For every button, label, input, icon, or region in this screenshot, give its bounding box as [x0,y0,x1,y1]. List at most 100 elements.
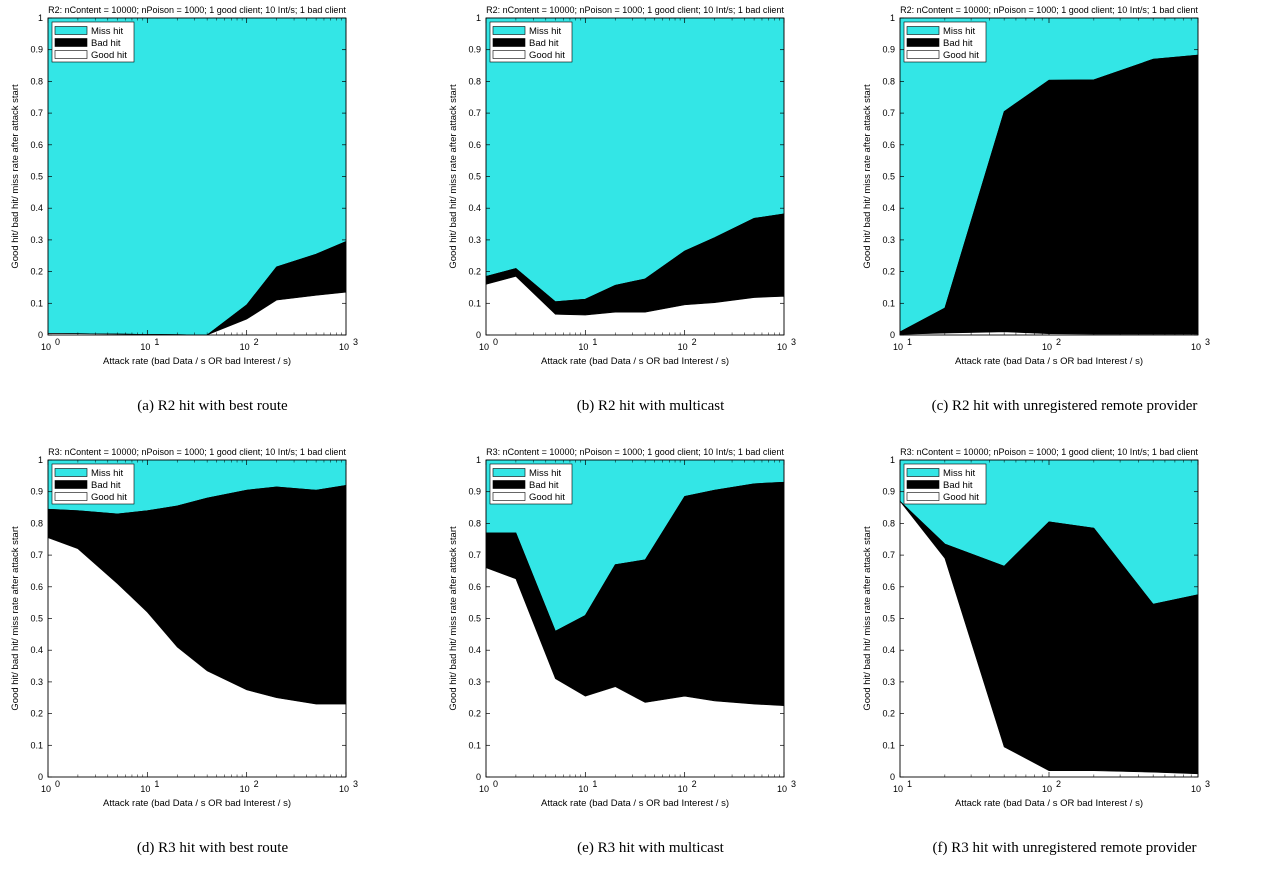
legend-label: Miss hit [91,468,124,479]
y-tick-label: 0.8 [30,518,43,528]
legend-swatch [54,480,88,489]
y-tick-label: 0.4 [468,645,481,655]
x-tick-exponent: 1 [592,779,597,789]
x-tick-label: 10 [41,784,51,794]
y-tick-label: 0 [38,772,43,782]
y-axis-label: Good hit/ bad hit/ miss rate after attac… [862,526,873,711]
y-axis-label: Good hit/ bad hit/ miss rate after attac… [10,526,21,711]
legend-swatch [492,480,526,489]
y-tick-label: 0.5 [468,614,481,624]
y-tick-label: 0.4 [882,203,895,213]
y-axis-label: Good hit/ bad hit/ miss rate after attac… [10,84,21,269]
x-tick-exponent: 0 [493,337,498,347]
y-tick-label: 0.7 [30,108,43,118]
legend-swatch [54,26,88,35]
y-tick-label: 0.6 [468,140,481,150]
y-tick-label: 0.9 [468,487,481,497]
legend-label: Bad hit [91,38,121,49]
x-tick-label: 10 [240,784,250,794]
legend-swatch [906,468,940,477]
chart-title: R2: nContent = 10000; nPoison = 1000; 1 … [486,5,784,15]
y-tick-label: 0.4 [30,645,43,655]
y-tick-label: 1 [476,455,481,465]
legend-swatch [906,26,940,35]
x-tick-exponent: 2 [692,779,697,789]
chart-panel: R2: nContent = 10000; nPoison = 1000; 1 … [438,0,863,429]
y-tick-label: 0.7 [882,108,895,118]
legend-label: Good hit [943,50,979,61]
x-tick-label: 10 [1042,342,1052,352]
x-tick-exponent: 2 [254,337,259,347]
x-tick-exponent: 0 [55,779,60,789]
y-tick-label: 0.1 [468,740,481,750]
y-tick-label: 0.7 [468,550,481,560]
x-tick-label: 10 [140,784,150,794]
legend-swatch [492,50,526,59]
y-tick-label: 0 [476,330,481,340]
chart-title: R3: nContent = 10000; nPoison = 1000; 1 … [486,447,784,457]
y-tick-label: 0 [890,330,895,340]
y-tick-label: 0.4 [882,645,895,655]
y-tick-label: 0.6 [882,582,895,592]
x-tick-exponent: 3 [353,779,358,789]
y-tick-label: 0.2 [468,267,481,277]
y-tick-label: 1 [476,13,481,23]
y-axis-label: Good hit/ bad hit/ miss rate after attac… [862,84,873,269]
chart-svg: R2: nContent = 10000; nPoison = 1000; 1 … [10,5,358,367]
y-tick-label: 0.2 [468,709,481,719]
x-axis-label: Attack rate (bad Data / s OR bad Interes… [955,798,1143,809]
x-tick-label: 10 [678,342,688,352]
legend-swatch [906,480,940,489]
legend-swatch [492,26,526,35]
y-tick-label: 0 [476,772,481,782]
y-tick-label: 0.3 [468,235,481,245]
figure-caption: (f) R3 hit with unregistered remote prov… [932,840,1197,856]
x-tick-exponent: 1 [907,337,912,347]
chart-title: R2: nContent = 10000; nPoison = 1000; 1 … [48,5,346,15]
y-tick-label: 0 [890,772,895,782]
x-tick-exponent: 1 [907,779,912,789]
legend-label: Bad hit [943,480,973,491]
y-tick-label: 0.5 [468,172,481,182]
x-tick-label: 10 [1191,342,1201,352]
legend-label: Good hit [943,492,979,503]
figure-caption: (a) R2 hit with best route [137,398,288,414]
y-tick-label: 0.9 [30,45,43,55]
x-axis-label: Attack rate (bad Data / s OR bad Interes… [541,798,729,809]
legend-swatch [54,50,88,59]
x-tick-exponent: 2 [692,337,697,347]
x-axis-label: Attack rate (bad Data / s OR bad Interes… [541,356,729,367]
x-tick-label: 10 [678,784,688,794]
x-tick-label: 10 [1042,784,1052,794]
y-tick-label: 0.8 [468,518,481,528]
y-axis-label: Good hit/ bad hit/ miss rate after attac… [448,526,459,711]
chart-panel: R3: nContent = 10000; nPoison = 1000; 1 … [0,442,425,871]
y-tick-label: 0 [38,330,43,340]
y-tick-label: 0.2 [882,267,895,277]
x-tick-label: 10 [240,342,250,352]
y-tick-label: 0.5 [30,614,43,624]
legend-swatch [492,38,526,47]
x-tick-exponent: 0 [493,779,498,789]
legend-label: Miss hit [529,26,562,37]
x-tick-exponent: 3 [353,337,358,347]
x-tick-label: 10 [339,784,349,794]
y-tick-label: 0.5 [30,172,43,182]
legend-label: Bad hit [943,38,973,49]
legend-swatch [906,50,940,59]
x-tick-exponent: 2 [254,779,259,789]
y-tick-label: 0.7 [30,550,43,560]
legend-swatch [906,492,940,501]
x-tick-label: 10 [893,342,903,352]
y-tick-label: 0.3 [468,677,481,687]
y-tick-label: 0.8 [468,76,481,86]
x-tick-label: 10 [578,784,588,794]
x-tick-exponent: 1 [154,337,159,347]
legend-label: Bad hit [529,38,559,49]
x-tick-exponent: 3 [1205,337,1210,347]
x-tick-label: 10 [578,342,588,352]
y-axis-label: Good hit/ bad hit/ miss rate after attac… [448,84,459,269]
x-tick-label: 10 [339,342,349,352]
chart-title: R3: nContent = 10000; nPoison = 1000; 1 … [900,447,1198,457]
y-tick-label: 0.1 [30,298,43,308]
